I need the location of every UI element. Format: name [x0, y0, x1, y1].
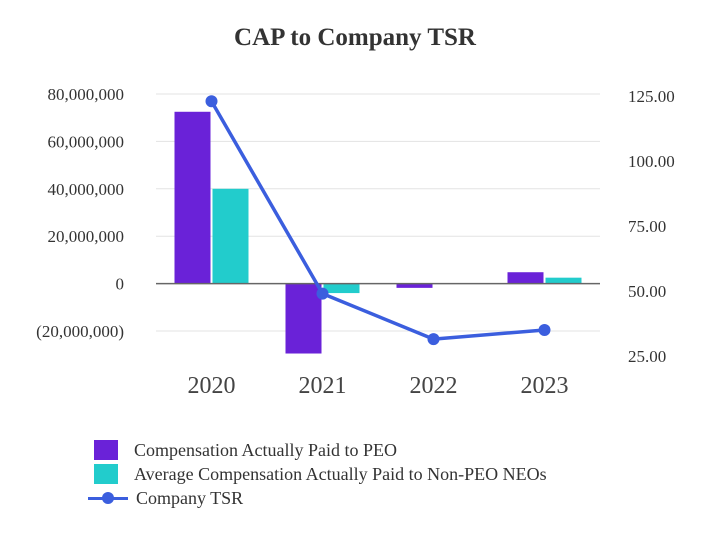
chart-svg: 80,000,000 60,000,000 40,000,000 20,000,000…	[36, 85, 675, 399]
tsr-point	[316, 287, 329, 300]
left-tick-label: 40,000,000	[48, 180, 125, 199]
left-axis-ticks: 80,000,000 60,000,000 40,000,000 20,000,000…	[36, 85, 124, 341]
legend-item-tsr: Company TSR	[88, 486, 547, 510]
left-tick-label: 80,000,000	[48, 85, 125, 104]
chart-title: CAP to Company TSR	[234, 24, 476, 51]
x-tick-label: 2022	[410, 373, 458, 399]
left-tick-label: (20,000,000)	[36, 322, 124, 341]
legend-item-peo: Compensation Actually Paid to PEO	[88, 438, 547, 462]
bar	[323, 283, 360, 294]
tsr-series-line	[209, 100, 545, 341]
tsr-point	[205, 95, 218, 108]
legend-label-peo: Compensation Actually Paid to PEO	[134, 439, 397, 460]
x-axis-ticks: 2020 2021 2022 2023	[188, 373, 569, 399]
bar	[212, 188, 249, 284]
tsr-line	[205, 95, 551, 346]
legend-label-neo: Average Compensation Actually Paid to No…	[134, 463, 547, 484]
right-tick-label: 100.00	[628, 152, 675, 171]
left-tick-label: 20,000,000	[48, 227, 125, 246]
bar	[285, 283, 322, 354]
right-tick-label: 50.00	[628, 282, 666, 301]
tsr-point	[538, 324, 551, 336]
bars	[174, 111, 582, 354]
left-tick-label: 60,000,000	[48, 132, 125, 151]
x-tick-label: 2023	[521, 373, 569, 399]
legend: Compensation Actually Paid to PEO Averag…	[88, 438, 547, 510]
x-tick-label: 2020	[188, 373, 236, 399]
bar	[174, 111, 211, 284]
tsr-point	[427, 333, 440, 346]
right-tick-label: 25.00	[628, 347, 666, 366]
bar	[545, 277, 582, 284]
bar	[396, 283, 433, 288]
legend-label-tsr: Company TSR	[136, 487, 244, 508]
legend-swatch-neo	[94, 464, 118, 484]
legend-item-neo: Average Compensation Actually Paid to No…	[88, 462, 547, 486]
right-tick-label: 75.00	[628, 217, 666, 236]
x-tick-label: 2021	[299, 373, 347, 399]
legend-swatch-tsr	[88, 488, 128, 508]
bar	[507, 272, 544, 284]
legend-swatch-peo	[94, 440, 118, 460]
left-tick-label: 0	[116, 275, 125, 294]
right-tick-label: 125.00	[628, 87, 675, 106]
right-axis-ticks: 125.00 100.00 75.00 50.00 25.00	[628, 87, 675, 366]
